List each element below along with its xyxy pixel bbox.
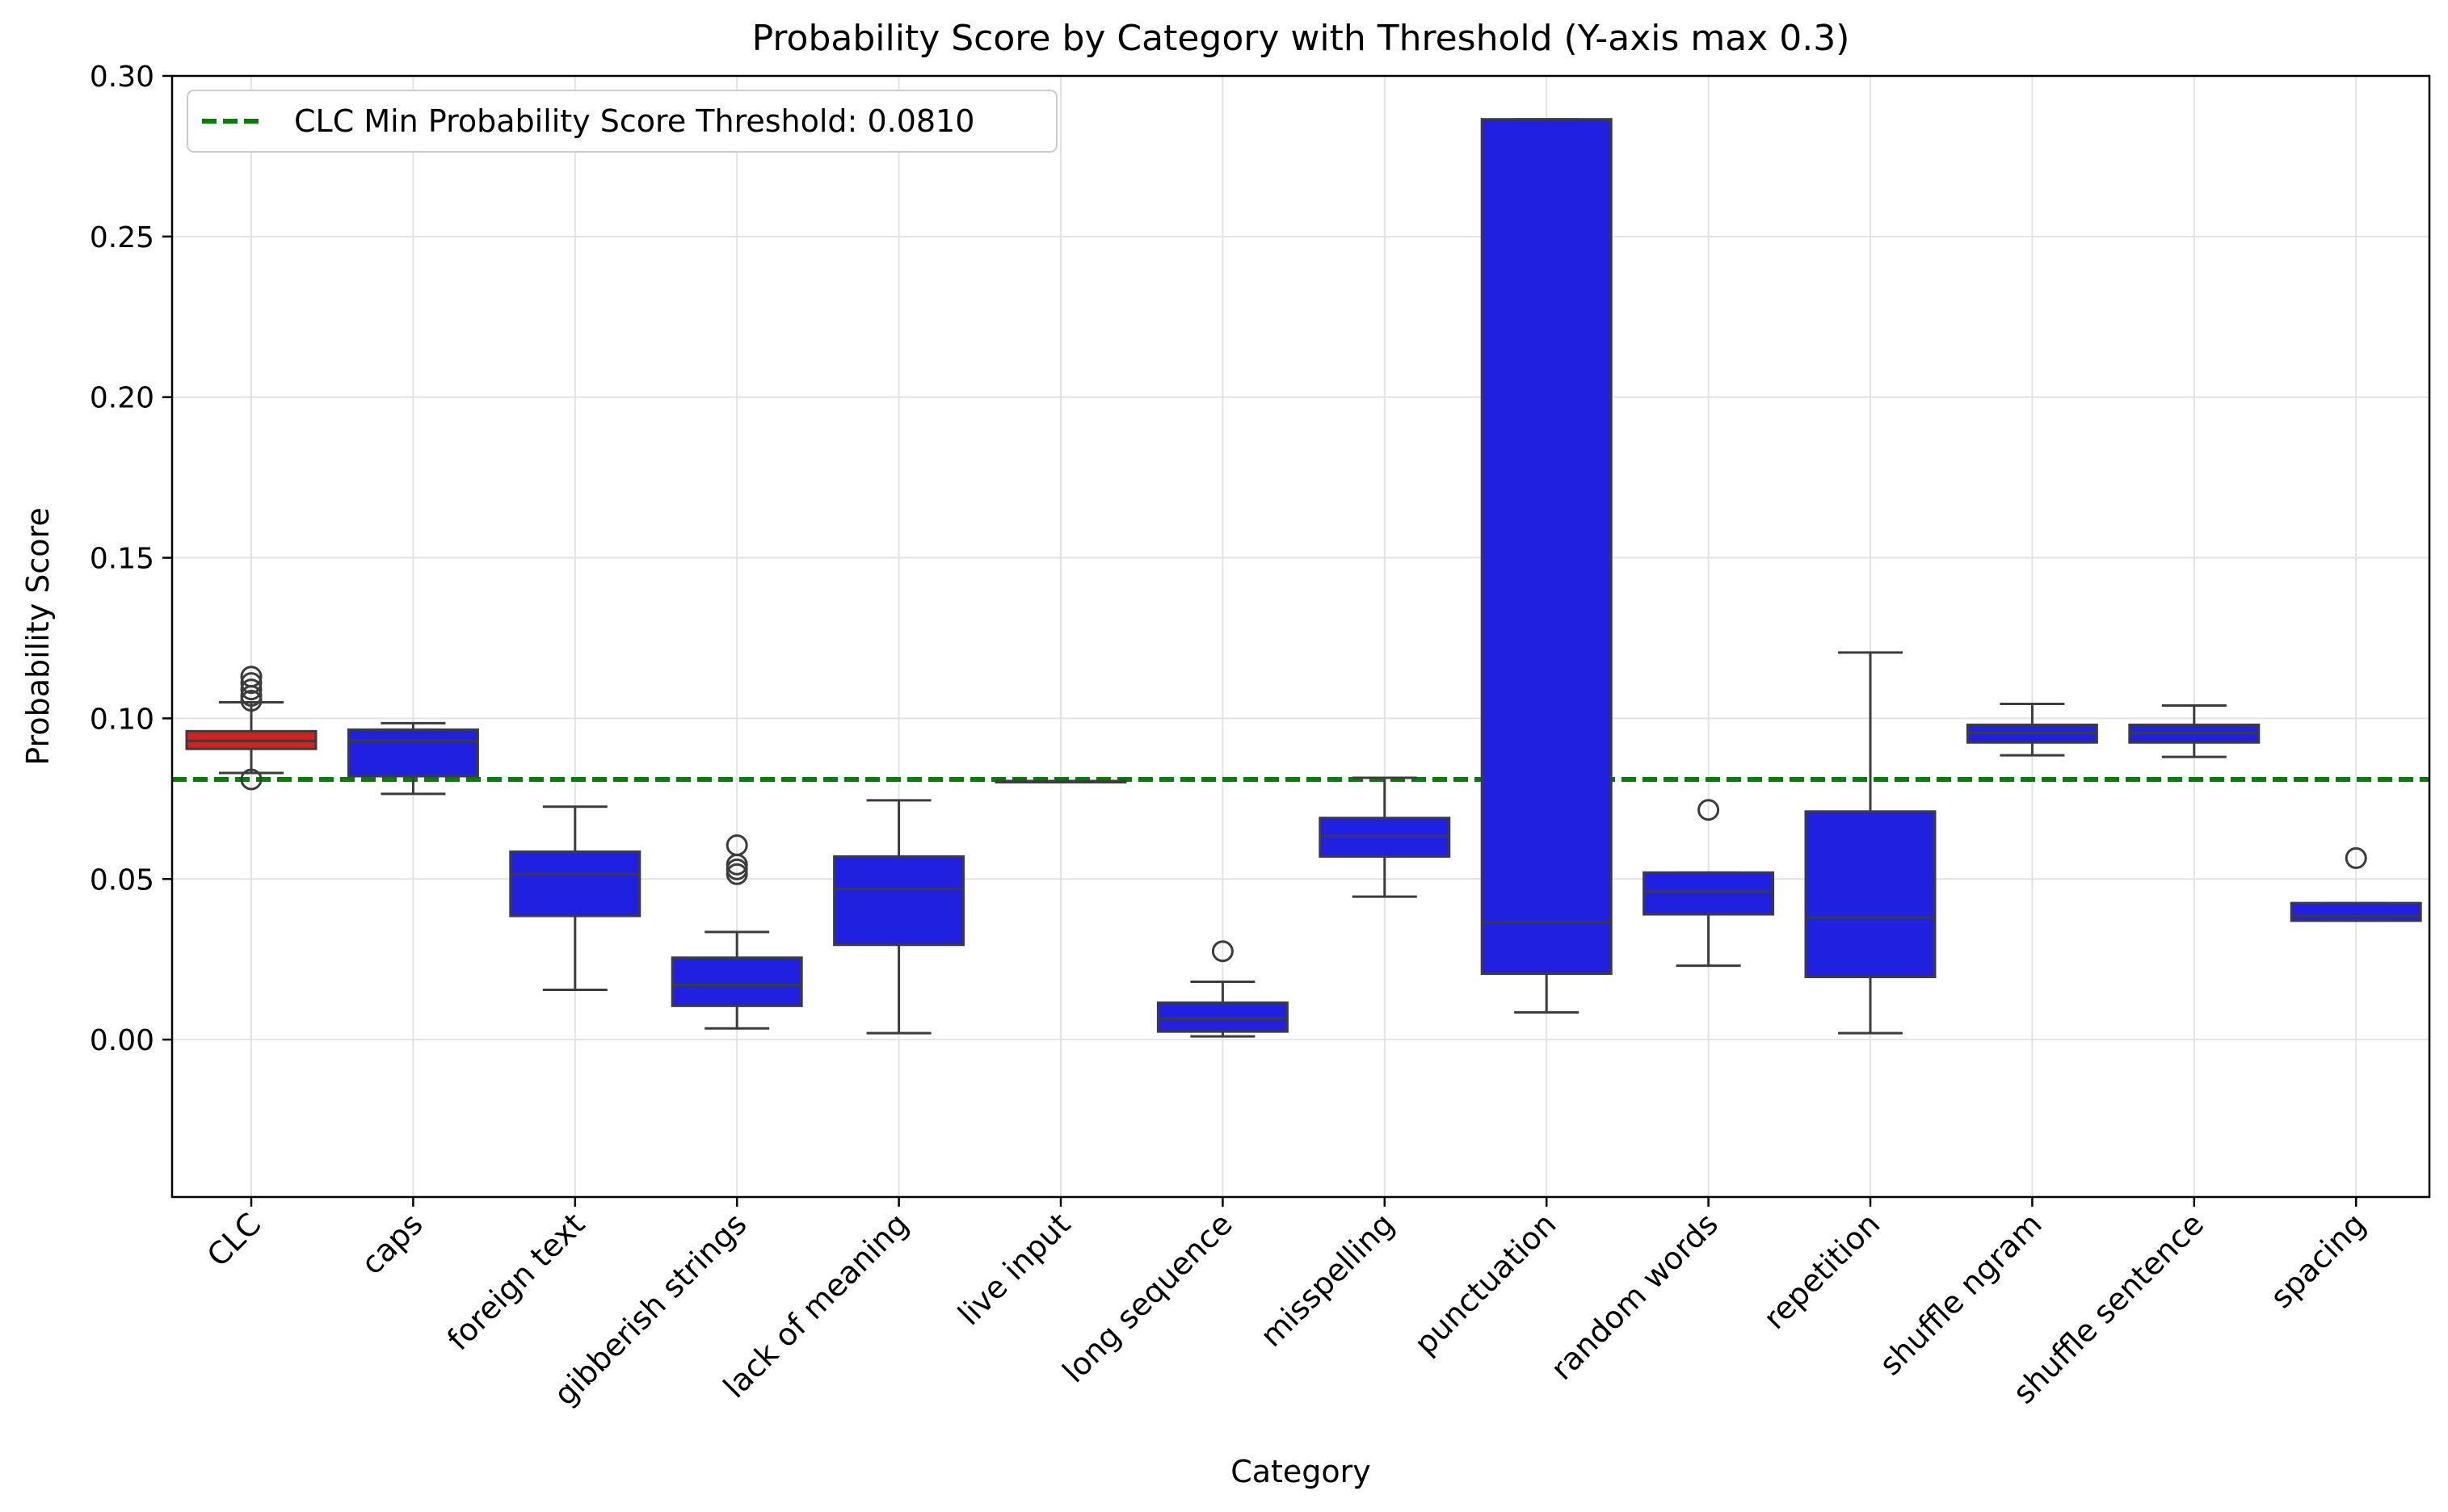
x-tick-label: spacing bbox=[2264, 1206, 2373, 1315]
grid-lines bbox=[172, 75, 2429, 1197]
box-iqr bbox=[1480, 118, 1613, 976]
box-iqr bbox=[1643, 871, 1775, 916]
y-tick-label: 0.25 bbox=[90, 221, 154, 254]
legend-box bbox=[187, 90, 1058, 153]
x-tick-label: shuffle ngram bbox=[1873, 1206, 2049, 1382]
boxes-group bbox=[185, 118, 2422, 1038]
x-axis-label: Category bbox=[1230, 1454, 1371, 1489]
x-tick-label: random words bbox=[1544, 1206, 1725, 1387]
x-tick-label: long sequence bbox=[1056, 1206, 1239, 1389]
box-long-sequence bbox=[1156, 940, 1289, 1038]
x-tick-label: CLC bbox=[200, 1206, 268, 1274]
legend-threshold-label: CLC Min Probability Score Threshold: 0.0… bbox=[294, 103, 974, 139]
box-iqr bbox=[1156, 1001, 1289, 1033]
box-iqr bbox=[2290, 901, 2422, 922]
box-gibberish-strings bbox=[671, 834, 803, 1030]
outlier-point bbox=[240, 672, 263, 695]
box-CLC bbox=[185, 666, 318, 791]
box-shuffle-sentence bbox=[2128, 704, 2261, 758]
outlier-point bbox=[726, 834, 748, 857]
outlier-point bbox=[2345, 846, 2367, 869]
box-caps bbox=[347, 721, 479, 796]
box-misspelling bbox=[1319, 776, 1451, 898]
outlier-point bbox=[240, 666, 263, 688]
x-tick-label: repetition bbox=[1756, 1206, 1886, 1336]
legend: CLC Min Probability Score Threshold: 0.0… bbox=[187, 90, 1058, 153]
plot-frame bbox=[170, 74, 2431, 1199]
y-tick-label: 0.10 bbox=[90, 703, 154, 736]
y-tick-label: 0.05 bbox=[90, 863, 154, 897]
box-iqr bbox=[347, 728, 479, 778]
box-iqr bbox=[833, 855, 965, 947]
box-iqr bbox=[671, 956, 803, 1007]
box-iqr bbox=[1319, 817, 1451, 858]
outlier-point bbox=[240, 678, 263, 701]
outlier-point bbox=[240, 768, 263, 791]
box-punctuation bbox=[1480, 118, 1613, 1014]
y-tick-label: 0.30 bbox=[90, 61, 154, 94]
box-foreign-text bbox=[509, 805, 641, 991]
x-tick-label: misspelling bbox=[1253, 1206, 1401, 1354]
y-tick-label: 0.00 bbox=[90, 1024, 154, 1057]
box-shuffle-ngram bbox=[1966, 703, 2098, 757]
y-tick-label: 0.15 bbox=[90, 543, 154, 576]
box-iqr bbox=[509, 850, 641, 918]
y-axis: 0.00 0.05 0.10 0.15 0.20 0.25 0.30 bbox=[90, 61, 172, 1057]
y-axis-label: Probability Score bbox=[20, 507, 56, 765]
box-random-words bbox=[1643, 799, 1775, 968]
y-tick-label: 0.20 bbox=[90, 382, 154, 415]
box-live-input bbox=[995, 779, 1127, 783]
box-iqr bbox=[1804, 810, 1937, 979]
x-tick-label: punctuation bbox=[1407, 1206, 1563, 1362]
outlier-point bbox=[1211, 940, 1234, 963]
x-tick-label: live input bbox=[951, 1206, 1077, 1332]
x-tick-label: caps bbox=[354, 1206, 429, 1281]
box-lack-of-meaning bbox=[833, 799, 965, 1035]
chart-title: Probability Score by Category with Thres… bbox=[752, 18, 1850, 59]
box-repetition bbox=[1804, 651, 1937, 1035]
x-tick-label: foreign text bbox=[440, 1206, 591, 1357]
box-spacing bbox=[2290, 846, 2422, 922]
outlier-point bbox=[1697, 799, 1720, 821]
